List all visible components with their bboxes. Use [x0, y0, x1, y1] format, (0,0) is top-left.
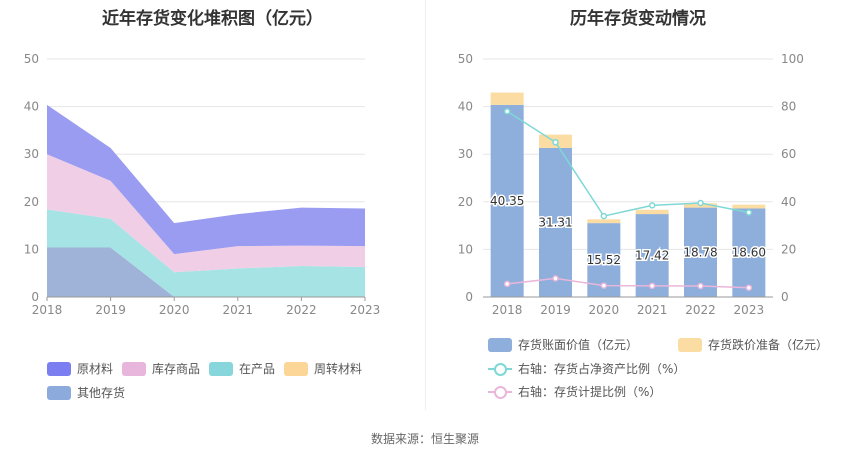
- left-chart-title: 近年存货变化堆积图（亿元）: [102, 9, 323, 29]
- data-source: 数据来源：恒生聚源: [370, 432, 479, 446]
- legend-swatch: [488, 362, 512, 376]
- area-series: [47, 104, 365, 255]
- line-net-asset-ratio: [506, 110, 749, 217]
- x-tick-label: 2020: [589, 303, 620, 317]
- legend-item[interactable]: 周转材料: [284, 360, 362, 377]
- y-tick-label: 50: [24, 52, 39, 66]
- legend-item[interactable]: 存货账面价值（亿元）: [488, 336, 638, 353]
- bar-line-chart: 0 10 20 30 40 50 0 20 40 60 80 100 2018 2019 2020 2021 2…: [458, 52, 804, 317]
- bar-data-label: 17.42: [635, 249, 669, 263]
- x-tick-label: 2018: [32, 303, 63, 317]
- line-point: [648, 282, 656, 290]
- x-tick-label: 2022: [286, 303, 317, 317]
- line-point: [503, 108, 511, 115]
- legend-item[interactable]: 原材料: [47, 360, 113, 377]
- right-chart-title: 历年存货变动情况: [570, 9, 706, 29]
- stacked-area-chart: 0 10 20 30 40 50 2018 2019 2020 2021 2022 2023: [24, 52, 381, 317]
- x-tick-label: 2023: [734, 303, 765, 317]
- line-point: [745, 284, 753, 291]
- line-point: [648, 202, 656, 209]
- legend-label: 库存商品: [152, 362, 201, 376]
- y-tick-label: 10: [458, 242, 473, 256]
- y-tick-label: 20: [458, 195, 473, 209]
- legend-swatch: [678, 337, 702, 352]
- line-provision-ratio: [507, 277, 749, 289]
- line-point: [552, 139, 559, 146]
- line-point: [600, 282, 608, 289]
- legend-label: 其他存货: [77, 386, 126, 400]
- legend-label: 在产品: [239, 362, 276, 376]
- y-tick-label: 20: [24, 195, 39, 209]
- legend-label: 右轴：存货计提比例（%）: [518, 385, 662, 399]
- y-tick-label: 10: [24, 242, 39, 256]
- panel-divider: [425, 0, 426, 410]
- y-tick-label: 30: [458, 147, 473, 161]
- bar-impairment: [587, 219, 621, 224]
- y-tick-label: 40: [458, 100, 473, 114]
- line-point: [503, 280, 511, 288]
- line-point: [697, 282, 704, 290]
- legend-swatch: [47, 385, 71, 400]
- bar-impairment: [635, 209, 669, 215]
- legend-label: 周转材料: [314, 362, 363, 376]
- bar-book-value: [490, 104, 524, 298]
- bar-data-label: 31.31: [538, 215, 572, 229]
- legend-item[interactable]: 在产品: [209, 360, 275, 377]
- legend-label: 右轴：存货占净资产比例（%）: [518, 362, 686, 376]
- right-chart-panel: 历年存货变动情况 0 10 20 30 40 50 0 20 40 60 80 100 2018 2019…: [426, 0, 850, 410]
- legend-item[interactable]: 库存商品: [122, 360, 200, 377]
- x-tick-label: 2020: [159, 303, 190, 317]
- legend-swatch: [488, 385, 512, 399]
- bar-book-value: [539, 147, 572, 297]
- left-chart-panel: 近年存货变化堆积图（亿元） 0 10 20 30 40 50 2018 2019 2020 202…: [0, 0, 425, 410]
- y-tick-label: 40: [24, 100, 39, 114]
- bar-book-value: [732, 208, 766, 297]
- area-series: [47, 247, 365, 297]
- y-tick-label: 0: [465, 290, 473, 304]
- y2-tick-label: 0: [781, 290, 789, 304]
- bar-data-label: 18.60: [732, 246, 766, 260]
- legend-item[interactable]: 右轴：存货占净资产比例（%）: [488, 360, 685, 377]
- area-series: [47, 209, 365, 297]
- legend-item[interactable]: 存货跌价准备（亿元）: [678, 336, 828, 353]
- x-tick-label: 2018: [492, 303, 523, 317]
- line-point: [697, 199, 704, 207]
- y-tick-label: 50: [458, 52, 473, 66]
- bar-impairment: [490, 92, 524, 105]
- legend-item[interactable]: 右轴：存货计提比例（%）: [488, 383, 661, 400]
- bar-data-label: 40.35: [490, 194, 524, 208]
- legend-swatch: [488, 337, 512, 352]
- line-point: [552, 275, 559, 282]
- legend-swatch: [47, 361, 71, 376]
- line-point: [745, 209, 753, 216]
- legend-swatch: [209, 361, 233, 376]
- bar-impairment: [732, 204, 766, 209]
- line-point: [600, 212, 608, 220]
- y-tick-label: 30: [24, 147, 39, 161]
- x-tick-label: 2019: [540, 303, 571, 317]
- x-tick-label: 2023: [350, 303, 381, 317]
- y2-tick-label: 80: [781, 100, 796, 114]
- bar-book-value: [684, 207, 717, 297]
- bar-data-label: 18.78: [683, 245, 717, 259]
- legend-label: 存货账面价值（亿元）: [518, 338, 639, 352]
- legend-swatch: [122, 361, 146, 376]
- x-tick-label: 2022: [685, 303, 716, 317]
- legend-label: 原材料: [77, 362, 114, 376]
- y-tick-label: 0: [31, 290, 39, 304]
- legend-swatch: [284, 361, 308, 376]
- x-tick-label: 2021: [637, 303, 668, 317]
- y2-tick-label: 60: [781, 147, 796, 161]
- legend-label: 存货跌价准备（亿元）: [708, 338, 829, 352]
- bar-data-label: 15.52: [587, 253, 621, 267]
- y2-tick-label: 20: [781, 242, 796, 256]
- area-series: [47, 154, 365, 273]
- x-tick-label: 2021: [223, 303, 254, 317]
- y2-tick-label: 100: [781, 52, 804, 66]
- legend-item[interactable]: 其他存货: [47, 384, 125, 401]
- y2-tick-label: 40: [781, 195, 796, 209]
- x-tick-label: 2019: [95, 303, 126, 317]
